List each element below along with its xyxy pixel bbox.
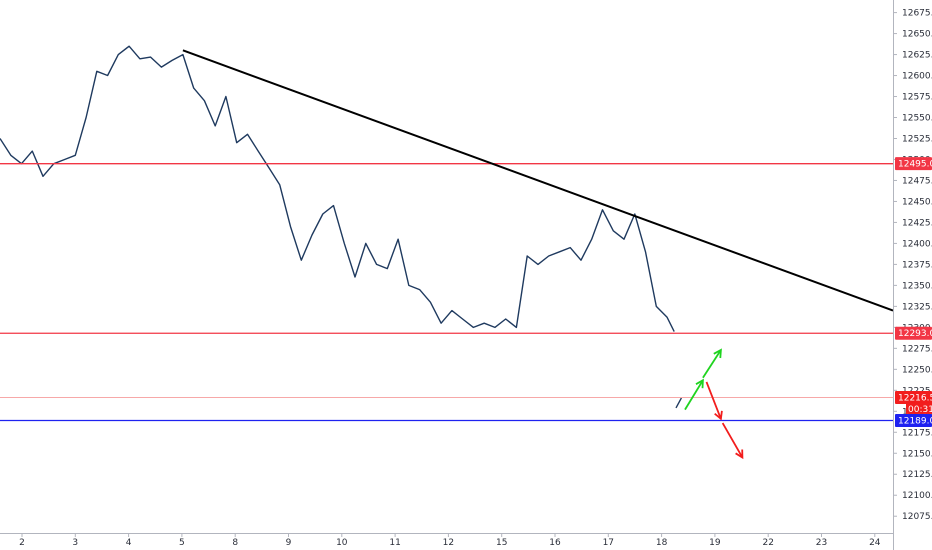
price-badge-support-12189: 12189.0 xyxy=(895,414,932,428)
x-tick-label: 22 xyxy=(762,538,773,548)
x-tick-label: 5 xyxy=(179,538,185,548)
x-axis[interactable]: 2 3 4 5 8 9 10 11 12 15 16 17 18 19 22 23 24 xyxy=(19,533,881,548)
arrow-up-2 xyxy=(702,348,722,379)
price-series xyxy=(0,45,683,409)
y-tick-label: 12150.0 xyxy=(902,449,932,459)
x-tick-label: 23 xyxy=(816,538,827,548)
trendline-group xyxy=(182,49,894,312)
y-tick-label: 12325.0 xyxy=(902,302,932,312)
y-tick-label: 12250.0 xyxy=(902,365,932,375)
x-tick-label: 2 xyxy=(19,538,25,548)
x-tick-label: 11 xyxy=(389,538,400,548)
x-tick-label: 17 xyxy=(603,538,614,548)
price-badge-resistance-12495: 12495.0 xyxy=(895,157,932,171)
y-tick-label: 12075.0 xyxy=(902,512,932,522)
y-tick-label: 12550.0 xyxy=(902,114,932,124)
x-tick-label: 3 xyxy=(72,538,78,548)
y-tick-label: 12400.0 xyxy=(902,239,932,249)
y-tick-label: 12100.0 xyxy=(902,491,932,501)
y-tick-label: 12525.0 xyxy=(902,134,932,144)
price-badges: 12495.0 12293.0 12216.5 12189.0 00:31 xyxy=(895,157,932,428)
projection-arrows xyxy=(684,348,744,460)
price-path-gap xyxy=(675,397,683,409)
price-badge-support-12293: 12293.0 xyxy=(895,326,932,340)
y-tick-label: 12375.0 xyxy=(902,260,932,270)
y-tick-label: 12125.0 xyxy=(902,470,932,480)
y-axis[interactable]: 12675.0 12650.0 12625.0 12600.0 12575.0 12550… xyxy=(893,9,932,523)
y-tick-label: 12475.0 xyxy=(902,176,932,186)
svg-text:12216.5: 12216.5 xyxy=(898,393,932,403)
y-tick-label: 12675.0 xyxy=(902,9,932,19)
arrow-down-1 xyxy=(705,381,723,421)
y-tick-label: 12625.0 xyxy=(902,51,932,61)
svg-text:12293.0: 12293.0 xyxy=(898,329,932,339)
y-tick-label: 12575.0 xyxy=(902,93,932,103)
svg-text:12189.0: 12189.0 xyxy=(898,417,932,427)
x-tick-label: 15 xyxy=(496,538,507,548)
x-tick-label: 4 xyxy=(126,538,132,548)
svg-text:12495.0: 12495.0 xyxy=(898,160,932,170)
x-tick-label: 18 xyxy=(656,538,668,548)
x-tick-label: 12 xyxy=(443,538,454,548)
y-tick-label: 12650.0 xyxy=(902,30,932,40)
y-tick-label: 12350.0 xyxy=(902,281,932,291)
y-tick-label: 12175.0 xyxy=(902,428,932,438)
x-tick-label: 16 xyxy=(549,538,561,548)
y-tick-label: 12450.0 xyxy=(902,197,932,207)
x-tick-label: 9 xyxy=(286,538,292,548)
arrow-up-1 xyxy=(684,378,704,411)
x-tick-label: 19 xyxy=(709,538,721,548)
price-path xyxy=(0,45,675,332)
trendline xyxy=(182,49,894,312)
countdown-badge: 00:31 xyxy=(906,402,932,415)
y-tick-label: 12275.0 xyxy=(902,344,932,354)
y-tick-label: 12425.0 xyxy=(902,218,932,228)
x-tick-label: 24 xyxy=(869,538,881,548)
price-badge-current-12216: 12216.5 xyxy=(895,390,932,404)
y-tick-label: 12600.0 xyxy=(902,72,932,82)
horizontal-levels xyxy=(0,163,893,422)
x-tick-label: 10 xyxy=(336,538,348,548)
arrow-down-2 xyxy=(721,422,744,460)
x-tick-label: 8 xyxy=(232,538,238,548)
svg-text:00:31: 00:31 xyxy=(908,405,932,415)
